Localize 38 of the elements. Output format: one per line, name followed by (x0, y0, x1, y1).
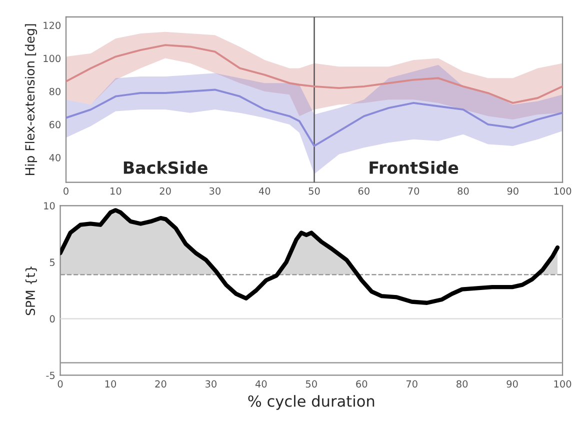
x-tick-label: 70 (408, 187, 420, 195)
x-tick-label: 0 (64, 187, 68, 195)
x-tick-label: 60 (358, 187, 370, 195)
x-tick-label: 10 (110, 187, 122, 195)
x-tick-label: 70 (406, 380, 418, 388)
x-tick-label: 80 (456, 380, 468, 388)
x-tick-label: 30 (210, 187, 221, 195)
annotation: BackSide (124, 161, 208, 174)
x-axis-title: % cycle duration (248, 395, 374, 410)
line-series (66, 88, 563, 147)
y-axis-title: Hip Flex-extension [deg] (24, 24, 38, 175)
y-tick-label: 5 (50, 258, 55, 266)
x-tick-label: 20 (155, 380, 166, 388)
x-tick-label: 90 (506, 380, 518, 388)
x-tick-label: 100 (554, 187, 572, 195)
x-tick-label: 60 (356, 380, 368, 388)
y-tick-label: 120 (44, 22, 61, 30)
y-tick-label: 10 (44, 202, 55, 210)
y-tick-label: 0 (50, 315, 55, 323)
y-tick-label: -5 (46, 372, 55, 380)
x-tick-label: 50 (308, 187, 320, 195)
y-tick-label: 80 (49, 88, 61, 96)
x-tick-label: 50 (306, 380, 317, 388)
x-tick-label: 20 (160, 187, 171, 195)
y-axis-title: SPM {t} (25, 266, 37, 316)
x-tick-label: 40 (255, 380, 267, 388)
x-tick-label: 100 (554, 380, 572, 388)
y-tick-label: 100 (44, 54, 61, 62)
x-tick-label: 30 (206, 380, 216, 388)
x-tick-label: 90 (507, 187, 518, 195)
x-tick-label: 80 (458, 187, 469, 195)
y-tick-label: 60 (49, 120, 61, 128)
x-tick-label: 10 (105, 380, 116, 388)
y-tick-label: 40 (49, 154, 61, 162)
line-series (60, 208, 560, 305)
x-tick-label: 40 (258, 187, 270, 195)
line-series (66, 44, 563, 104)
annotation: FrontSide (370, 161, 458, 174)
